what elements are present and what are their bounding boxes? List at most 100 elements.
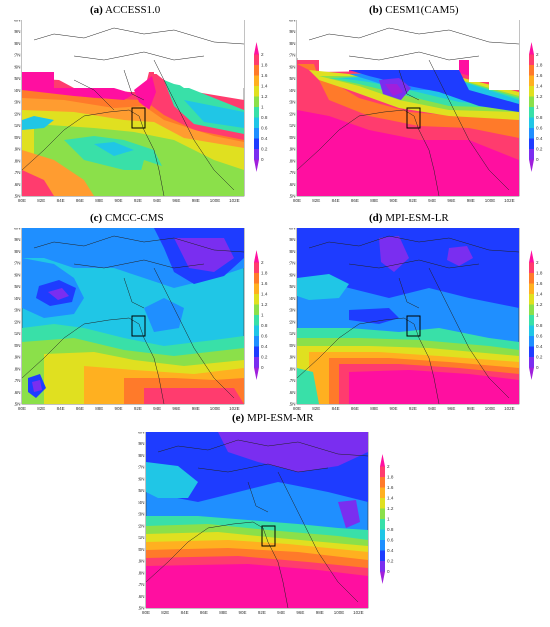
lon-tick-label: 92E: [258, 610, 266, 615]
colorbar-tick-label: 0.4: [536, 344, 543, 349]
colorbar-swatch: [254, 117, 259, 128]
lat-tick-label: 25N: [289, 284, 296, 289]
panel-c-title: (c) CMCC-CMS: [90, 212, 164, 224]
colorbar-swatch: [254, 325, 259, 336]
lon-tick-label: 94E: [277, 610, 285, 615]
colorbar-swatch: [254, 304, 259, 315]
lat-tick-label: 24N: [289, 296, 296, 301]
lon-tick-label: 80E: [293, 198, 301, 203]
lon-tick-label: 98E: [467, 198, 475, 203]
panel-b-title: (b) CESM1(CAM5): [369, 4, 459, 16]
panel-d-lon-ticks: 80E 82E 84E 86E 88E 90E 92E 94E 96E 98E 100E 102E: [293, 406, 515, 411]
lat-tick-label: 24N: [14, 296, 21, 301]
lon-tick-label: 84E: [332, 198, 340, 203]
lat-tick-label: 24N: [138, 500, 145, 505]
colorbar-swatch: [380, 466, 385, 477]
lat-tick-label: 21N: [14, 123, 21, 128]
colorbar-swatch: [254, 283, 259, 294]
panel-c-letter: (c): [90, 212, 103, 224]
lon-tick-label: 92E: [409, 406, 417, 411]
panel-e-contours: [146, 432, 368, 608]
lon-tick-label: 102E: [229, 406, 240, 411]
colorbar-tick-label: 1.2: [536, 94, 543, 99]
colorbar-tick-label: 0: [536, 157, 539, 162]
lon-tick-label: 84E: [181, 610, 189, 615]
panel-c-name: CMCC-CMS: [104, 212, 164, 224]
lon-tick-label: 82E: [312, 198, 320, 203]
lat-tick-label: 22N: [289, 111, 296, 116]
lat-tick-label: 28N: [289, 249, 296, 254]
colorbar-swatch: [380, 498, 385, 509]
colorbar-swatch: [529, 138, 534, 149]
lat-tick-label: 25N: [138, 488, 145, 493]
colorbar-swatch: [380, 550, 385, 561]
panel-e-map: 15N 16N 17N 18N 19N 20N 21N 22N 23N 24N 25N 26N 27N 2…: [138, 432, 369, 615]
lat-tick-label: 17N: [14, 378, 21, 383]
lon-tick-label: 96E: [172, 406, 180, 411]
colorbar-swatch: [380, 529, 385, 540]
colorbar-swatch: [529, 346, 534, 357]
lon-tick-label: 102E: [504, 406, 515, 411]
lat-tick-label: 20N: [289, 135, 296, 140]
colorbar-swatch: [254, 367, 259, 380]
panel-a-coastlines: [21, 27, 245, 197]
colorbar-tick-label: 0.4: [387, 548, 394, 553]
colorbar-swatch: [529, 250, 534, 263]
lat-tick-label: 30N: [289, 228, 296, 231]
lat-tick-label: 23N: [289, 308, 296, 313]
colorbar-swatch: [254, 54, 259, 65]
panel-e-lat-ticks: 15N 16N 17N 18N 19N 20N 21N 22N 23N 24N 25N 26N 27N 2…: [138, 432, 145, 611]
lat-tick-label: 29N: [289, 237, 296, 242]
panel-d-study-box: [406, 315, 421, 337]
lon-tick-label: 98E: [467, 406, 475, 411]
colorbar-tick-label: 0.4: [536, 136, 543, 141]
lat-tick-label: 23N: [14, 100, 21, 105]
panel-a: (a) ACCESS1.0: [0, 0, 275, 215]
panel-c-lat-ticks: 15N 16N 17N 18N 19N 20N 21N 22N 23N 24N 25N 26N 27N 2…: [14, 228, 21, 407]
lon-tick-label: 80E: [293, 406, 301, 411]
lon-tick-label: 86E: [351, 198, 359, 203]
colorbar-swatch: [529, 159, 534, 172]
colorbar-swatch: [529, 304, 534, 315]
colorbar-tick-label: 0.6: [536, 334, 543, 339]
colorbar-swatch: [254, 357, 259, 368]
colorbar-tick-label: 0: [261, 157, 264, 162]
panel-a-name: ACCESS1.0: [104, 4, 161, 16]
colorbar-swatch: [529, 283, 534, 294]
lat-tick-label: 19N: [289, 355, 296, 360]
lat-tick-label: 19N: [14, 355, 21, 360]
colorbar-swatch: [380, 571, 385, 584]
colorbar-swatch: [529, 315, 534, 326]
lon-tick-label: 98E: [192, 198, 200, 203]
lon-tick-label: 82E: [312, 406, 320, 411]
panel-c-colorbar: 0 0.2 0.4 0.6 0.8 1 1.2 1.4 1.6 1.8 2: [254, 250, 268, 380]
colorbar-tick-label: 1.4: [387, 496, 394, 501]
panel-e-name: MPI-ESM-MR: [246, 412, 314, 424]
lon-tick-label: 96E: [296, 610, 304, 615]
lat-tick-label: 22N: [14, 111, 21, 116]
colorbar-tick-label: 2: [536, 52, 539, 57]
panel-d-colorbar: 0 0.2 0.4 0.6 0.8 1 1.2 1.4 1.6 1.8 2: [529, 250, 543, 380]
colorbar-tick-label: 1.8: [261, 271, 268, 276]
lat-tick-label: 30N: [138, 432, 145, 435]
lat-tick-label: 29N: [14, 237, 21, 242]
lon-tick-label: 92E: [134, 198, 142, 203]
lon-tick-label: 90E: [390, 406, 398, 411]
lon-tick-label: 88E: [370, 198, 378, 203]
lon-tick-label: 82E: [37, 406, 45, 411]
colorbar-tick-label: 1: [261, 105, 264, 110]
lon-tick-label: 96E: [447, 198, 455, 203]
lat-tick-label: 25N: [14, 284, 21, 289]
panel-e-letter: (e): [232, 412, 245, 424]
colorbar-swatch: [380, 519, 385, 530]
lat-tick-label: 20N: [14, 343, 21, 348]
colorbar-swatch: [529, 128, 534, 139]
panel-d-name: MPI-ESM-LR: [385, 212, 449, 224]
colorbar-swatch: [380, 454, 385, 467]
lat-tick-label: 19N: [138, 559, 145, 564]
colorbar-tick-label: 1.2: [261, 302, 268, 307]
panel-d: (d) MPI-ESM-LR 15N 16N 17N 18N 19N: [275, 208, 550, 411]
colorbar-tick-label: 1.2: [536, 302, 543, 307]
lat-tick-label: 16N: [289, 182, 296, 187]
lon-tick-label: 84E: [57, 198, 65, 203]
